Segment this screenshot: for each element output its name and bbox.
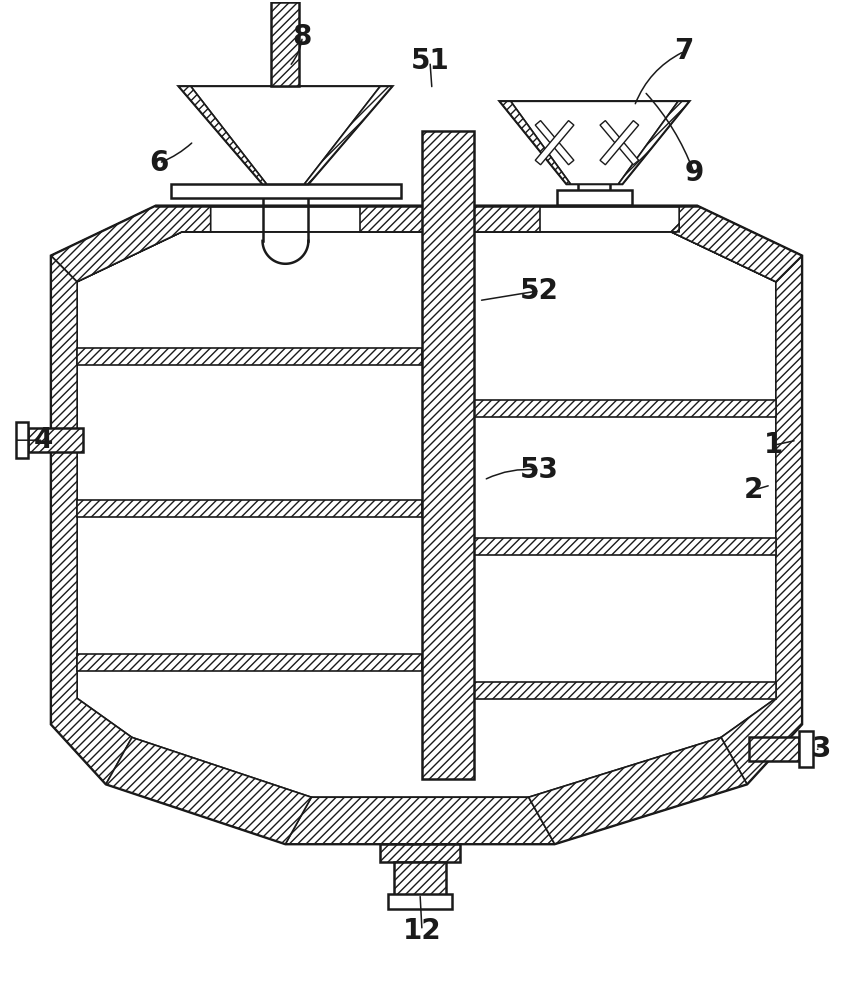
Bar [28,428,83,452]
Polygon shape [52,206,211,282]
Text: 53: 53 [520,456,559,484]
Text: 7: 7 [674,37,694,65]
Polygon shape [536,121,574,165]
Polygon shape [360,206,540,232]
Polygon shape [671,206,802,282]
Polygon shape [671,206,802,282]
Polygon shape [500,101,689,184]
Bar [799,731,813,767]
Polygon shape [52,206,182,282]
Polygon shape [52,206,182,784]
Text: 4: 4 [34,426,53,454]
Text: 1: 1 [764,431,783,459]
Polygon shape [52,206,802,844]
Polygon shape [285,797,555,844]
Bar [422,131,474,779]
Polygon shape [77,500,422,517]
Polygon shape [600,121,639,165]
Polygon shape [529,737,747,844]
Text: 3: 3 [811,735,831,763]
Text: 8: 8 [293,23,312,51]
Polygon shape [179,86,392,184]
Bar [394,862,446,899]
Polygon shape [500,101,570,184]
Text: 51: 51 [410,47,449,75]
Polygon shape [106,737,311,844]
Polygon shape [77,232,776,797]
Text: 52: 52 [520,277,559,305]
Bar [388,894,452,909]
Bar [749,737,799,761]
Polygon shape [77,654,422,671]
Bar [16,422,28,458]
Text: 9: 9 [684,159,704,187]
Text: 12: 12 [403,917,442,945]
Polygon shape [190,86,380,184]
Polygon shape [600,121,639,165]
Bar [171,184,401,198]
Polygon shape [536,121,574,165]
Polygon shape [474,682,776,699]
Polygon shape [77,348,422,365]
Text: 2: 2 [744,476,764,504]
Text: 6: 6 [149,149,168,177]
Polygon shape [618,101,689,184]
Polygon shape [671,206,802,784]
Polygon shape [511,101,678,184]
Polygon shape [474,538,776,555]
Polygon shape [474,400,776,417]
Bar [380,844,460,862]
Polygon shape [179,86,266,184]
Bar [557,190,632,205]
Bar [272,2,299,86]
Polygon shape [305,86,392,184]
